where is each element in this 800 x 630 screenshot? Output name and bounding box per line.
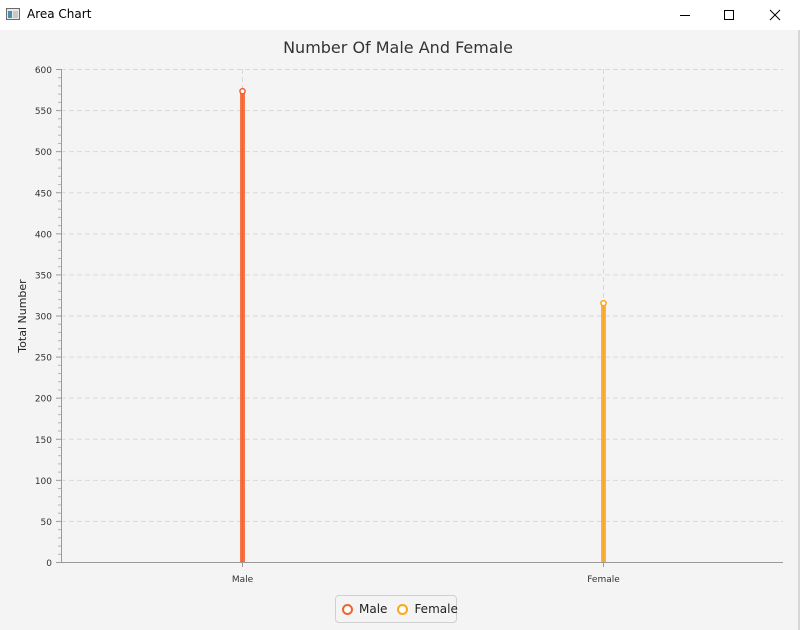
legend-label-male: Male: [359, 602, 388, 616]
y-axis: 0 50 100 150 200 250 300 350 400 450 500 550 600: [35, 66, 62, 569]
y-tick-label: 550: [35, 107, 52, 117]
window-border: [798, 30, 800, 630]
y-tick-label: 200: [35, 395, 52, 405]
data-point-male: [239, 87, 246, 95]
y-tick-label: 50: [41, 518, 53, 528]
y-tick-label: 300: [35, 313, 52, 323]
y-tick-label: 450: [35, 189, 52, 199]
y-tick-label: 0: [46, 559, 52, 569]
chart-legend: Male Female: [335, 595, 458, 623]
window-title: Area Chart: [27, 7, 92, 21]
legend-item-female: Female: [397, 602, 458, 616]
x-axis: Male Female: [61, 562, 783, 585]
legend-label-female: Female: [414, 602, 458, 616]
series-marks: [239, 87, 607, 562]
minimize-icon: [680, 15, 690, 16]
y-axis-label: Total Number: [16, 279, 29, 354]
legend-item-male: Male: [342, 602, 387, 616]
grid-lines: [61, 69, 783, 562]
y-tick-label: 150: [35, 436, 52, 446]
x-tick-label: Male: [232, 575, 254, 585]
data-point-female: [600, 299, 607, 307]
minimize-button[interactable]: [662, 0, 708, 30]
chart-title: Number Of Male And Female: [283, 38, 513, 57]
window-titlebar: Area Chart: [0, 0, 800, 30]
y-tick-label: 600: [35, 66, 52, 76]
legend-symbol-female: [397, 603, 409, 615]
y-tick-label: 250: [35, 354, 52, 364]
x-tick-label: Female: [587, 575, 620, 585]
y-tick-label: 500: [35, 148, 52, 158]
close-button[interactable]: [752, 0, 798, 30]
maximize-icon: [724, 10, 734, 20]
legend-symbol-male: [342, 603, 353, 615]
maximize-button[interactable]: [706, 0, 752, 30]
y-tick-label: 100: [35, 477, 52, 487]
y-tick-label: 400: [35, 230, 52, 240]
app-icon: [6, 8, 20, 20]
area-chart: Number Of Male And Female Total Number 0…: [16, 38, 783, 585]
close-icon: [769, 9, 781, 21]
y-tick-label: 350: [35, 271, 52, 281]
